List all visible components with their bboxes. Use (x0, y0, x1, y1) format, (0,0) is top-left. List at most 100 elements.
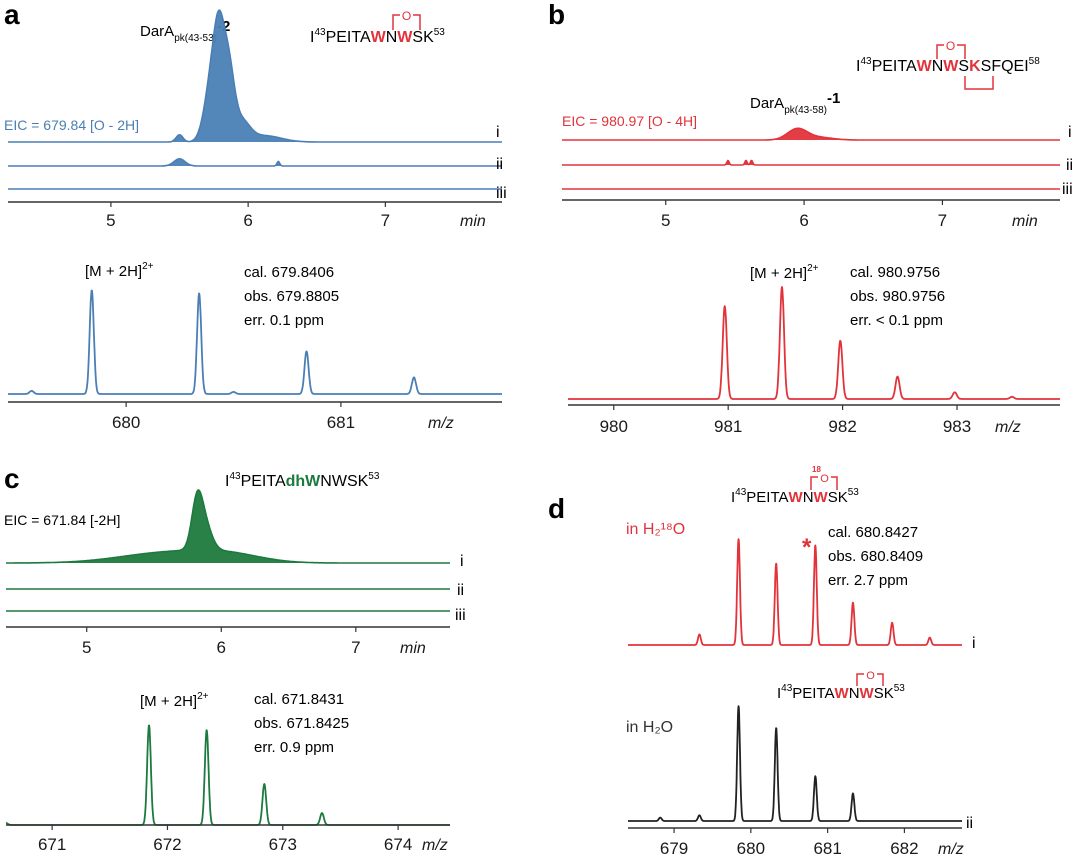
b-ms-tick-label: 981 (714, 417, 742, 436)
c-ms-peak-1 (148, 724, 149, 725)
a-eic-axis-unit: min (460, 213, 486, 230)
trace-label-c-i: i (460, 553, 464, 570)
a-ms-peak-2 (199, 293, 200, 294)
a-ms-peak-1 (91, 289, 92, 290)
ion-label-c: [M + 2H]2+ (140, 691, 209, 710)
d-ms-i-peak-3 (815, 545, 816, 546)
b-ms-axis-unit: m/z (995, 419, 1021, 436)
d-ms-ii-peak-3 (776, 727, 777, 728)
a-ms-axis-unit: m/z (428, 415, 454, 432)
c-ms-axis-unit: m/z (422, 837, 448, 854)
d-ms-ii-tick-label: 681 (813, 839, 841, 858)
d-ms-ii-tick-label: 680 (737, 839, 765, 858)
b-eic-tick-label: 7 (938, 211, 947, 230)
d-ms-i-peak-4 (852, 602, 853, 603)
b-ms-spectrum (567, 286, 1061, 400)
d-ms-ii-peak-4 (815, 776, 816, 777)
svg-text:O: O (820, 473, 829, 485)
b-eic-trace-i (562, 127, 1060, 141)
eic-label-c: EIC = 671.84 [-2H] (4, 512, 120, 528)
a-ms-peak-5 (413, 377, 414, 378)
a-eic-trace-ii-area (8, 158, 502, 166)
a-ms-peak-3 (233, 391, 234, 392)
crosslink-bridge-b (964, 76, 994, 90)
svg-text:I43PEITAWNWSK53: I43PEITAWNWSK53 (310, 27, 445, 46)
svg-text:I43PEITAWNWSK53: I43PEITAWNWSK53 (731, 487, 859, 506)
trace-label-a-ii: ii (496, 156, 503, 173)
trace-label-a-iii: iii (496, 185, 507, 202)
d-ms-ii-axis-unit: m/z (938, 841, 964, 858)
b-ms-peak-1 (781, 286, 782, 287)
ion-label-a: [M + 2H]2+ (85, 261, 154, 280)
cal-a: cal. 679.8406 (244, 264, 334, 281)
trace-label-b-ii: ii (1066, 157, 1073, 174)
svg-text:O: O (402, 9, 411, 23)
a-eic-tick-label: 7 (381, 211, 390, 230)
a-ms-spectrum (7, 289, 503, 395)
a-ms-peak-4 (306, 351, 307, 352)
condition-h2-18o: in H₂¹⁸O (626, 521, 685, 538)
sequence-d-bottom: I43PEITAWNWSK53 O (777, 667, 905, 702)
d-ms-i-peak-6 (929, 637, 930, 638)
panel-a-label: a (4, 0, 20, 30)
d-ms-i-peak-1 (738, 538, 739, 539)
c-eic-tick-label: 5 (82, 638, 91, 657)
eic-label-b: EIC = 980.97 [O - 4H] (562, 113, 697, 129)
b-ms-peak-2 (840, 340, 841, 341)
d-ms-ii-spectrum (627, 705, 963, 822)
obs-c: obs. 671.8425 (254, 715, 349, 732)
d-ms-i-spectrum (627, 538, 963, 646)
ms-chart-d-i (627, 538, 963, 646)
sequence-d-top: I43PEITAWNWSK53 O 18 (731, 465, 859, 506)
ms-chart-a: 680 681 m/z (7, 289, 503, 432)
trace-label-b-iii: iii (1062, 181, 1073, 198)
c-ms-peak-4 (321, 812, 322, 813)
c-ms-tick-label: 672 (153, 835, 181, 854)
panel-c: c I43PEITAdhWNWSK53 EIC = 671.84 [-2H] 5… (4, 463, 466, 854)
c-ms-tick-label: 673 (269, 835, 297, 854)
panel-c-label: c (4, 463, 20, 494)
b-eic-axis-unit: min (1012, 213, 1038, 230)
obs-b: obs. 980.9756 (850, 288, 945, 305)
panel-b-label: b (548, 0, 565, 30)
sequence-a: I43PEITAWNWSK53 O (310, 8, 445, 46)
c-ms-peak-2 (206, 729, 207, 730)
trace-label-b-i: i (1068, 124, 1072, 141)
d-ms-ii-peak-1 (699, 815, 700, 816)
eic-chart-a: 5 6 7 min (8, 9, 502, 230)
obs-a: obs. 679.8805 (244, 288, 339, 305)
svg-text:I43PEITAWNWSKSFQEI58: I43PEITAWNWSKSFQEI58 (856, 56, 1040, 75)
d-ms-ii-peak-5 (852, 793, 853, 794)
c-eic-axis-unit: min (400, 640, 426, 657)
a-ms-tick-label: 681 (327, 413, 355, 432)
b-ms-peak-3 (897, 376, 898, 377)
d-ms-i-peak-0 (699, 634, 700, 635)
c-eic-tick-label: 7 (351, 638, 360, 657)
a-eic-trace-i (8, 9, 502, 143)
err-b: err. < 0.1 ppm (850, 312, 943, 329)
b-ms-peak-4 (954, 392, 955, 393)
trace-label-c-ii: ii (457, 582, 464, 599)
a-ms-tick-label: 680 (112, 413, 140, 432)
panel-d: d I43PEITAWNWSK53 O 18 in H₂¹⁸O * cal. 6… (548, 465, 976, 858)
trace-label-c-iii: iii (455, 607, 466, 624)
c-eic-trace-i (6, 489, 450, 564)
svg-text:O: O (866, 670, 875, 682)
panel-a: a DarApk(43-53)-2 I43PEITAWNWSK53 O EIC … (4, 0, 507, 432)
svg-text:I43PEITAWNWSK53: I43PEITAWNWSK53 (777, 683, 905, 702)
b-ms-peak-5 (1011, 396, 1012, 397)
asterisk-marker: * (802, 534, 812, 561)
ion-label-b: [M + 2H]2+ (750, 263, 819, 282)
b-ms-tick-label: 980 (600, 417, 628, 436)
d-ms-ii-peak-0 (660, 817, 661, 818)
trace-label-a-i: i (496, 124, 500, 141)
a-ms-peak-0 (31, 390, 32, 391)
d-ms-ii-peak-2 (738, 705, 739, 706)
sequence-b: I43PEITAWNWSKSFQEI58 O (856, 38, 1040, 90)
c-eic-tick-label: 6 (217, 638, 226, 657)
obs-d: obs. 680.8409 (828, 548, 923, 565)
ms-chart-c: 671 672 673 674 m/z (5, 724, 451, 854)
ms-chart-d-ii: 679 680 681 682 m/z (627, 705, 964, 858)
b-eic-tick-label: 6 (799, 211, 808, 230)
